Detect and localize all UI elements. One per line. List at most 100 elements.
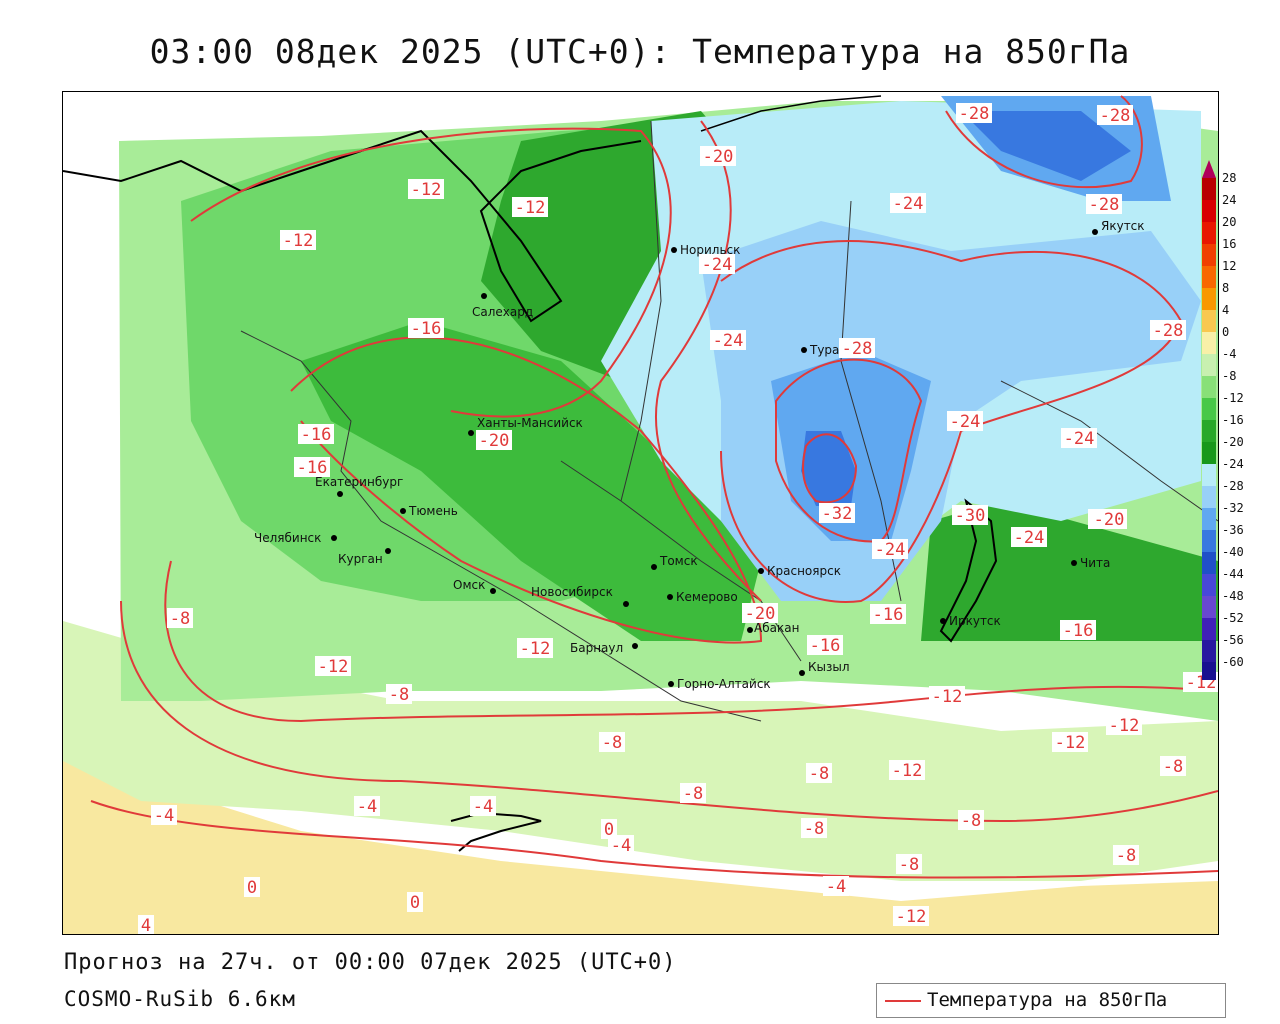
- contour-label: -28: [1086, 194, 1122, 215]
- colorbar-tick-label: -48: [1222, 589, 1244, 603]
- contour-label: -8: [1113, 845, 1139, 866]
- contour-label: -24: [1061, 428, 1097, 449]
- contour-label-text: 0: [604, 820, 614, 840]
- city-marker: [667, 594, 673, 600]
- contour-label: -4: [823, 876, 849, 897]
- contour-label: -16: [870, 604, 906, 625]
- contour-label-text: -8: [899, 855, 919, 875]
- contour-label-text: -24: [1014, 528, 1045, 548]
- colorbar-segment: [1202, 178, 1216, 200]
- colorbar-tick-label: 12: [1222, 259, 1236, 273]
- contour-label: -12: [408, 179, 444, 200]
- contour-label: -8: [801, 818, 827, 839]
- zone-minus4: [63, 561, 1218, 881]
- contour-label-text: -8: [804, 819, 824, 839]
- colorbar-segment: [1202, 200, 1216, 222]
- contour-label: -4: [151, 805, 177, 826]
- city-label: Тюмень: [408, 504, 458, 518]
- city-label: Салехард: [472, 305, 533, 319]
- contour-label: -16: [1060, 620, 1096, 641]
- contour-label-text: -8: [602, 733, 622, 753]
- contour-label: -16: [408, 318, 444, 339]
- city-label: Курган: [338, 552, 383, 566]
- region-border: [240, 330, 762, 722]
- zone-warm: [63, 641, 1218, 934]
- isotherm-28: [775, 358, 923, 543]
- colorbar-tick-label: -8: [1222, 369, 1236, 383]
- colorbar-segment: [1202, 442, 1216, 464]
- colorbar-segment: [1202, 266, 1216, 288]
- city-marker: [1092, 229, 1098, 235]
- colorbar-tick-label: -60: [1222, 655, 1244, 669]
- contour-label: -8: [167, 608, 193, 629]
- colorbar-tick-label: -28: [1222, 479, 1244, 493]
- city-label: Чита: [1080, 556, 1110, 570]
- contour-label: -20: [1091, 509, 1127, 530]
- city-label: Красноярск: [767, 564, 841, 578]
- contour-label-text: -16: [873, 605, 904, 625]
- zone-minus32: [801, 431, 856, 506]
- colorbar-tick-label: -56: [1222, 633, 1244, 647]
- contour-label: 0: [407, 892, 423, 913]
- contour-label-text: -12: [411, 180, 442, 200]
- contour-label: 4: [138, 915, 154, 934]
- city-label: Екатеринбург: [315, 475, 403, 489]
- isotherm-24: [720, 240, 1183, 603]
- colorbar-segment: [1202, 508, 1216, 530]
- legend-line-swatch: [885, 1000, 921, 1002]
- isotherm-4: [90, 800, 1218, 879]
- isotherm-32: [802, 433, 858, 504]
- contour-label-text: -12: [520, 639, 551, 659]
- contour-label-text: -8: [1163, 757, 1183, 777]
- city-label: Абакан: [754, 621, 799, 635]
- isotherm-20: [654, 120, 762, 602]
- contour-label: -12: [517, 638, 553, 659]
- contour-label-text: -20: [1094, 510, 1125, 530]
- colorbar-segment: [1202, 640, 1216, 662]
- region-border: [620, 120, 662, 502]
- colorbar-tick-label: 28: [1222, 171, 1236, 185]
- contour-label-text: -16: [301, 425, 332, 445]
- contour-label-text: -8: [170, 609, 190, 629]
- city-label: Кемерово: [676, 590, 738, 604]
- colorbar-segment: [1202, 464, 1216, 486]
- contour-label: -8: [680, 783, 706, 804]
- city-marker: [632, 643, 638, 649]
- isotherm-8: [120, 600, 1218, 823]
- contour-label-text: -30: [955, 506, 986, 526]
- contour-label-text: -4: [357, 797, 377, 817]
- contour-label: -8: [1160, 756, 1186, 777]
- colorbar-segment: [1202, 552, 1216, 574]
- contour-label-text: -8: [961, 811, 981, 831]
- city-label: Кызыл: [808, 660, 850, 674]
- legend-label: Температура на 850гПа: [927, 989, 1168, 1011]
- contour-label-text: -20: [745, 604, 776, 624]
- contour-label-text: -12: [318, 657, 349, 677]
- contour-label: -4: [354, 796, 380, 817]
- temperature-map: -12 -12 -12 -16 -16 -16 -20 -20 -24 -24 -24 -24 -28 -…: [62, 91, 1219, 935]
- city-label: Норильск: [680, 243, 740, 257]
- isotherm-28b: [945, 95, 1143, 189]
- contour-label: -8: [806, 763, 832, 784]
- contour-label-text: -4: [611, 836, 631, 856]
- contour-label: -20: [742, 603, 778, 624]
- colorbar-segment: [1202, 222, 1216, 244]
- city-marker: [758, 568, 764, 574]
- city-marker: [481, 293, 487, 299]
- contour-label-text: -4: [826, 877, 846, 897]
- contour-label-text: -12: [1109, 716, 1140, 736]
- colorbar-tick-label: -40: [1222, 545, 1244, 559]
- contour-label-text: -16: [411, 319, 442, 339]
- city-label: Якутск: [1101, 219, 1145, 233]
- city-marker: [799, 670, 805, 676]
- city-marker: [337, 491, 343, 497]
- colorbar-tick-label: -44: [1222, 567, 1244, 581]
- contour-label: 0: [601, 819, 617, 840]
- contour-label: -8: [386, 684, 412, 705]
- contour-label-text: -24: [875, 540, 906, 560]
- contour-label: -8: [599, 732, 625, 753]
- colorbar-tick-label: -52: [1222, 611, 1244, 625]
- contour-label-text: -8: [809, 764, 829, 784]
- city-marker: [385, 548, 391, 554]
- contour-label: -24: [872, 539, 908, 560]
